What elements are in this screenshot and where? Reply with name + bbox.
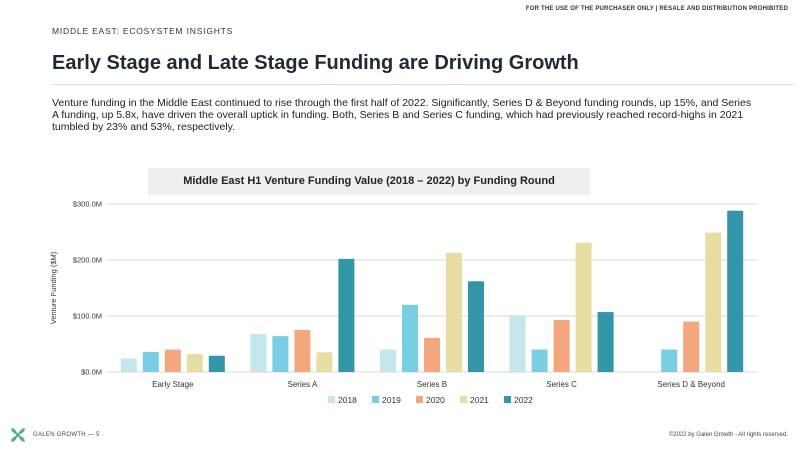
chart-title: Middle East H1 Venture Funding Value (20… — [148, 168, 590, 195]
bar-2021 — [316, 352, 333, 372]
bar-2019 — [531, 349, 548, 372]
usage-notice: FOR THE USE OF THE PURCHASER ONLY | RESA… — [525, 6, 788, 12]
section-tag: MIDDLE EAST: ECOSYSTEM INSIGHTS — [52, 26, 234, 36]
bar-2020 — [553, 319, 570, 372]
legend-label-2018: 2018 — [338, 395, 357, 405]
bar-2022 — [597, 312, 614, 372]
legend-label-2022: 2022 — [514, 395, 533, 405]
y-tick-label: $200.0M — [73, 256, 102, 265]
bar-2021 — [705, 232, 722, 372]
y-tick-label: $100.0M — [73, 312, 102, 321]
bar-2018 — [120, 358, 137, 372]
bar-2021 — [446, 252, 462, 372]
legend-label-2019: 2019 — [382, 395, 401, 405]
page-title: Early Stage and Late Stage Funding are D… — [52, 52, 579, 74]
bar-2019 — [142, 351, 159, 372]
footer-brand: GALEN GROWTH — 5 — [8, 425, 100, 445]
title-divider — [52, 84, 794, 85]
legend-swatch-2022 — [504, 396, 511, 403]
y-tick-label: $300.0M — [73, 200, 102, 209]
legend-label-2021: 2021 — [470, 395, 489, 405]
footer-brand-text: GALEN GROWTH — 5 — [33, 432, 100, 438]
bar-2021 — [186, 354, 203, 372]
bar-2018 — [509, 316, 526, 372]
legend-swatch-2020 — [416, 396, 423, 403]
x-tick-label: Series B — [417, 380, 447, 389]
bar-2020 — [294, 330, 311, 372]
galen-growth-logo — [11, 428, 25, 442]
bar-2018 — [380, 349, 396, 372]
y-tick-label: $0.0M — [81, 368, 102, 377]
legend-swatch-2018 — [328, 396, 335, 403]
bar-2020 — [683, 321, 700, 372]
bar-2019 — [402, 304, 418, 372]
bar-2022 — [338, 258, 355, 372]
bar-2020 — [164, 349, 181, 372]
x-tick-label: Series A — [288, 380, 318, 389]
bar-2019 — [661, 349, 678, 372]
legend-swatch-2021 — [460, 396, 467, 403]
intro-paragraph: Venture funding in the Middle East conti… — [52, 97, 752, 133]
bar-2019 — [272, 336, 289, 372]
bar-2021 — [575, 242, 592, 372]
legend-swatch-2019 — [372, 396, 379, 403]
y-axis-label: Venture Funding ($M) — [49, 251, 58, 324]
x-tick-label: Series D & Beyond — [657, 380, 725, 389]
legend-label-2020: 2020 — [426, 395, 445, 405]
x-tick-label: Early Stage — [152, 380, 194, 389]
bar-2022 — [208, 355, 225, 372]
copyright: ©2022 by Galen Growth - All rights reser… — [668, 432, 788, 438]
bar-2020 — [424, 337, 440, 372]
x-tick-label: Series C — [546, 380, 577, 389]
bar-2022 — [468, 281, 484, 372]
bar-2018 — [250, 333, 267, 372]
bar-2022 — [727, 210, 744, 372]
